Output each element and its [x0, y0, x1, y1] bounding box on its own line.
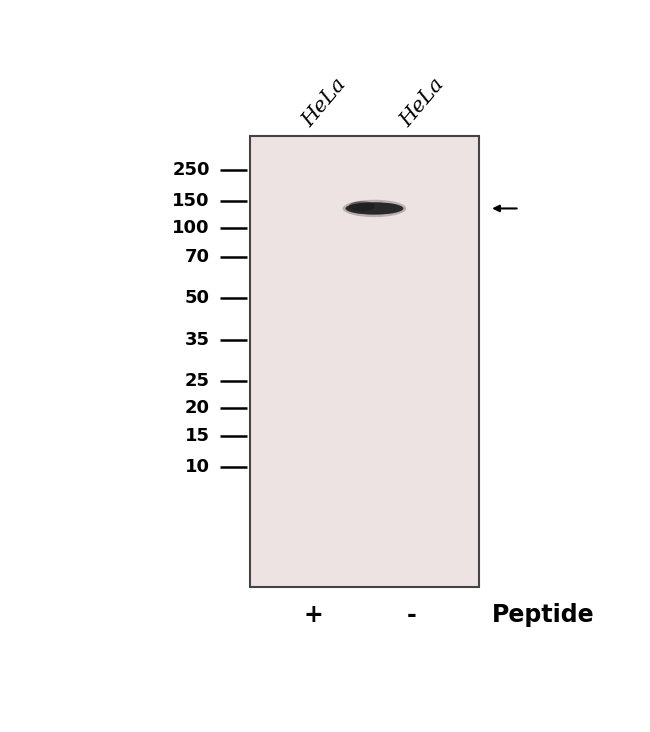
Text: 50: 50 — [185, 289, 210, 307]
Text: 25: 25 — [185, 372, 210, 390]
Ellipse shape — [349, 201, 375, 211]
Ellipse shape — [345, 202, 404, 214]
Text: +: + — [303, 603, 323, 627]
Text: HeLa: HeLa — [298, 74, 350, 130]
Text: 15: 15 — [185, 427, 210, 445]
Text: 35: 35 — [185, 331, 210, 348]
Text: 10: 10 — [185, 458, 210, 476]
Text: 250: 250 — [172, 160, 210, 179]
Bar — [250, 135, 479, 586]
Text: 70: 70 — [185, 248, 210, 266]
Ellipse shape — [343, 200, 406, 217]
Text: HeLa: HeLa — [396, 74, 448, 130]
Text: 150: 150 — [172, 192, 210, 209]
Text: -: - — [406, 603, 416, 627]
Text: 100: 100 — [172, 219, 210, 236]
Text: Peptide: Peptide — [492, 603, 595, 627]
Text: 20: 20 — [185, 399, 210, 417]
